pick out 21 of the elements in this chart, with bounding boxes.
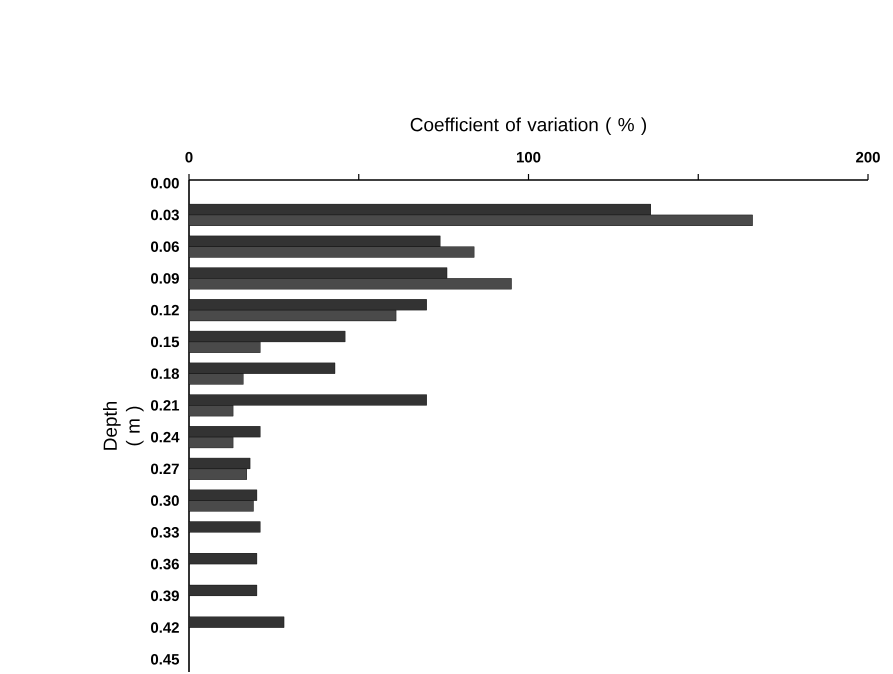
y-tick-label: 0.33	[150, 527, 179, 538]
y-tick-label: 0.03	[150, 210, 179, 220]
x-tick-label: 100	[516, 152, 540, 162]
y-tick-label: 0.06	[150, 241, 179, 252]
y-tick-label: 0.45	[150, 654, 180, 665]
x-tick-label: 0	[185, 152, 193, 162]
y-axis-title: Depth ( m )	[103, 402, 144, 450]
y-tick-label: 0.15	[150, 336, 180, 348]
x-axis-title: Coefficient of variation ( % )	[410, 117, 646, 136]
y-tick-label: 0.42	[150, 622, 179, 633]
y-tick-label: 0.30	[150, 495, 179, 506]
y-tick-label: 0.21	[150, 400, 180, 411]
y-tick-label: 0.24	[150, 432, 180, 442]
y-tick-label: 0.12	[150, 304, 179, 316]
y-tick-label: 0.18	[150, 368, 180, 379]
y-tick-label: 0.27	[150, 464, 179, 474]
x-tick-label: 200	[856, 152, 880, 162]
y-tick-label: 0.00	[150, 178, 179, 188]
y-tick-label: 0.09	[150, 273, 179, 284]
y-tick-label: 0.39	[150, 590, 179, 602]
y-tick-label: 0.36	[150, 558, 179, 570]
